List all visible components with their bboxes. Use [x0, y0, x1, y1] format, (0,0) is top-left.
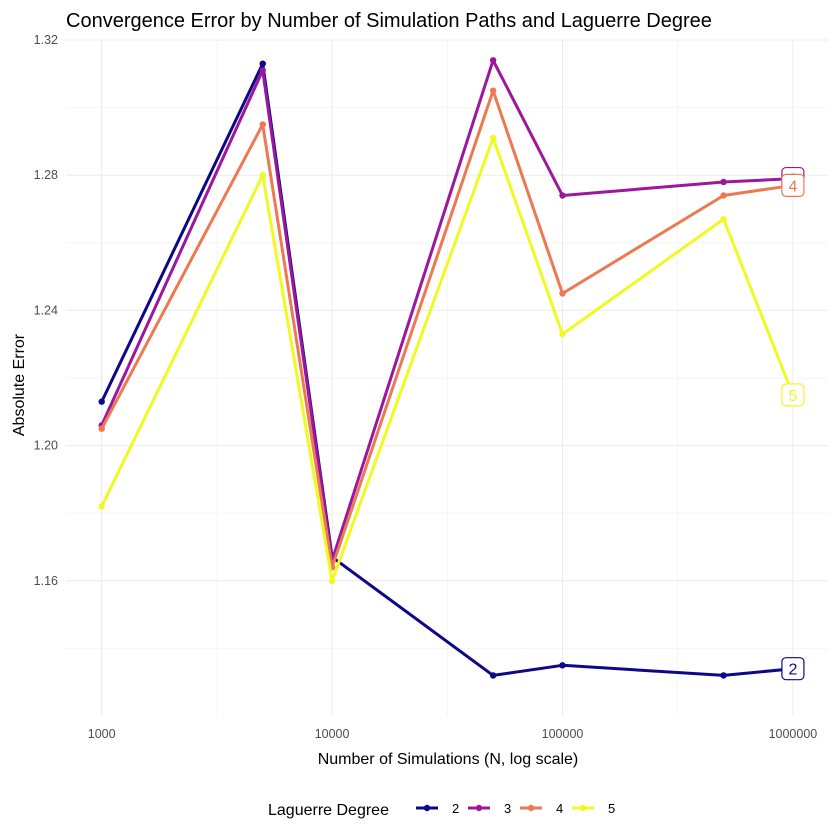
- data-point: [489, 57, 497, 64]
- end-label-text: 5: [788, 388, 797, 405]
- x-tick-label: 10000: [315, 727, 350, 741]
- data-point: [489, 672, 497, 679]
- legend-label: 2: [452, 801, 459, 816]
- x-axis-ticks: 1000 10000 100000 1000000: [88, 727, 818, 741]
- legend-key-point: [423, 804, 431, 812]
- data-point: [559, 192, 566, 199]
- end-label-box: [781, 657, 805, 681]
- end-label-5: 5: [781, 383, 805, 407]
- end-label-box: [781, 383, 805, 407]
- data-point: [489, 134, 497, 142]
- end-label-4: 4: [781, 173, 805, 197]
- y-tick-label: 1.28: [34, 168, 58, 182]
- data-point: [720, 192, 727, 199]
- grid: [66, 39, 828, 716]
- data-point: [559, 662, 566, 669]
- data-point: [98, 503, 105, 510]
- x-tick-label: 1000000: [769, 727, 818, 741]
- legend-item-3: 3: [468, 801, 511, 816]
- legend-title: Laguerre Degree: [268, 802, 389, 819]
- data-point: [720, 672, 727, 679]
- data-point: [259, 67, 266, 74]
- data-point: [259, 60, 266, 67]
- end-label-text: 2: [788, 662, 797, 679]
- legend: Laguerre Degree 2 3 4 5: [268, 801, 615, 819]
- data-point: [559, 290, 566, 297]
- data-point: [98, 425, 105, 432]
- x-tick-label: 1000: [88, 727, 116, 741]
- end-label-box: [781, 173, 805, 197]
- legend-label: 4: [556, 801, 563, 816]
- data-point: [98, 398, 105, 405]
- legend-key-point: [579, 804, 587, 812]
- y-tick-label: 1.32: [34, 33, 58, 47]
- legend-item-2: 2: [416, 801, 459, 816]
- x-axis-title: Number of Simulations (N, log scale): [318, 751, 579, 768]
- data-point: [328, 577, 336, 584]
- legend-item-4: 4: [520, 801, 563, 816]
- series-4: [98, 87, 797, 571]
- y-tick-label: 1.24: [34, 303, 58, 317]
- end-label-2: 2: [781, 657, 805, 681]
- y-tick-label: 1.20: [34, 439, 58, 453]
- y-tick-label: 1.16: [34, 574, 58, 588]
- series-group: [98, 57, 797, 679]
- end-label-text: 4: [788, 178, 797, 195]
- legend-item-5: 5: [572, 801, 615, 816]
- series-5: [98, 134, 797, 584]
- legend-key-point: [527, 804, 535, 812]
- data-point: [259, 172, 266, 179]
- data-point: [720, 215, 727, 223]
- x-tick-label: 100000: [542, 727, 584, 741]
- chart-title: Convergence Error by Number of Simulatio…: [66, 10, 712, 32]
- legend-label: 3: [504, 801, 511, 816]
- y-axis-ticks: 1.16 1.20 1.24 1.28 1.32: [34, 33, 58, 588]
- data-point: [559, 330, 566, 338]
- data-point: [720, 178, 727, 186]
- data-point: [259, 121, 266, 128]
- y-axis-title: Absolute Error: [11, 333, 28, 436]
- data-point: [489, 87, 497, 94]
- legend-label: 5: [608, 801, 615, 816]
- legend-key-point: [475, 804, 483, 812]
